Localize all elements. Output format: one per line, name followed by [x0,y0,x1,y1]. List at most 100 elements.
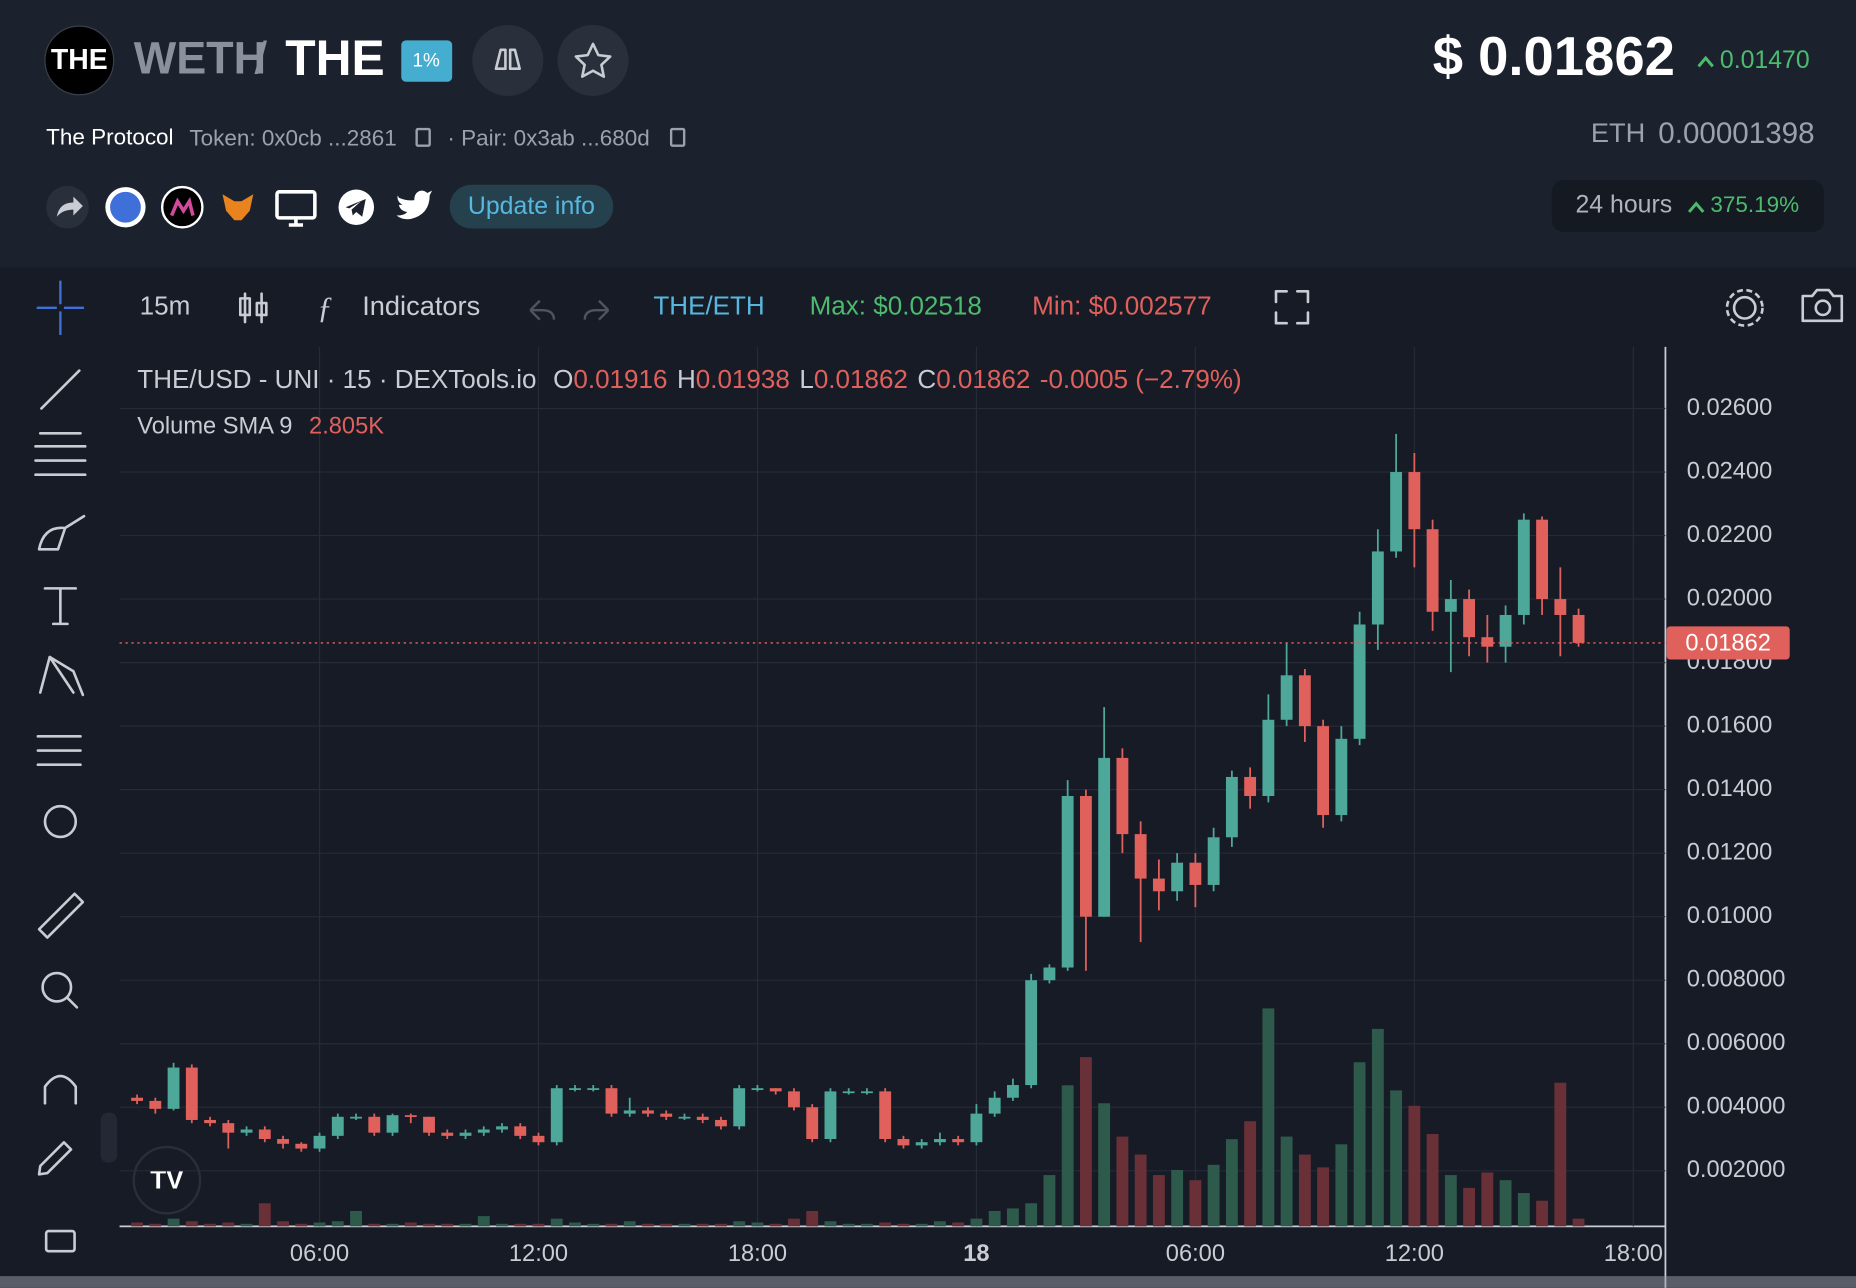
fx-icon[interactable]: ƒ [317,290,332,324]
twitter-icon[interactable] [396,190,433,220]
candle-body [1025,980,1038,1086]
copy-icon[interactable] [669,127,686,147]
volume-bar [1225,1139,1238,1227]
fib-tool[interactable] [34,432,87,477]
y-tick-label: 0.02600 [1687,395,1773,421]
candle-body [1317,726,1330,816]
period-box[interactable] [1551,180,1825,233]
fullscreen-icon[interactable] [1274,289,1310,325]
trend-line-tool[interactable] [40,369,81,410]
crosshair-tool[interactable] [36,280,85,336]
price-change: 0.01470 [1720,47,1810,74]
screenshot-icon[interactable] [1801,288,1844,323]
volume-bar [1572,1218,1585,1227]
candle-body [295,1143,308,1149]
update-info-text: Update info [468,193,595,220]
ruler-tool[interactable] [37,892,85,939]
volume-bar [715,1223,727,1227]
volume-bar [1481,1172,1494,1227]
settings-gear [1725,288,1764,327]
candle-body [1426,529,1439,612]
text-tool[interactable] [43,587,78,626]
zoom-tool[interactable] [41,971,73,1003]
metamask-icon[interactable] [222,194,254,221]
volume-bar [788,1218,800,1227]
chart-type-icon[interactable] [238,292,268,324]
candle-body [204,1119,216,1124]
candle-body [934,1139,946,1143]
base-symbol: WETH [134,33,266,84]
pattern-tool[interactable] [38,655,85,697]
legend-symbol: THE/USD - UNI · 15 · DEXTools.io [137,364,536,394]
volume-bar [1444,1175,1457,1227]
prediction-tool[interactable] [36,735,82,767]
favorite-button[interactable] [557,24,629,96]
legend-low: 0.01862 [814,364,908,394]
binoculars-button[interactable] [472,24,544,96]
copy-icon[interactable] [415,127,431,147]
volume-bar [423,1223,435,1227]
collapse-button[interactable] [100,1112,118,1163]
emoji-tool[interactable] [43,804,78,839]
candle-body [587,1088,600,1090]
volume-bar [1408,1105,1421,1227]
volume-bar [1298,1154,1311,1227]
candle-body [1061,796,1074,968]
volume-bar [295,1223,308,1227]
volume-bar [185,1221,198,1227]
volume-bar [934,1221,946,1227]
volume-bar [751,1222,764,1227]
max-price: Max: $0.02518 [810,291,982,321]
candle-body [897,1139,910,1146]
volume-bar [842,1223,855,1227]
candle-body [1280,675,1293,720]
candle-body [1353,624,1366,739]
volume-bar [477,1216,490,1227]
y-tick-label: 0.02400 [1687,458,1773,484]
screenshot-lens [1814,299,1832,317]
indicators[interactable]: Indicators [362,290,480,321]
interval[interactable]: 15m [140,291,191,321]
candle-body [642,1110,654,1114]
candle-body [1517,519,1530,615]
volume-bar [660,1223,673,1227]
lock-drawing-tool[interactable] [37,1141,73,1176]
unlock-tool[interactable] [44,1229,76,1253]
candle-body [623,1110,636,1114]
undo-icon[interactable] [529,299,556,321]
volume-bar [404,1222,417,1227]
y-tick-label: 0.02000 [1687,585,1773,611]
star-icon [574,42,612,78]
volume-bar [1244,1121,1257,1227]
volume-bar [733,1221,746,1227]
pair-label[interactable]: THE/ETH [653,291,764,321]
candle-body [1116,757,1129,835]
volume-bar [1554,1082,1567,1227]
brush-tool[interactable] [37,514,86,551]
volume-bar [1499,1180,1512,1227]
update-info-button[interactable] [449,184,614,229]
volume-bar [222,1222,235,1227]
x-tick-label: 18:00 [728,1241,787,1267]
volume-bar [970,1218,983,1227]
settings-icon[interactable] [1732,295,1757,320]
candle-body [569,1088,581,1090]
candle-body [1408,472,1421,530]
magnet-tool[interactable] [43,1074,78,1105]
volume-bar [496,1223,508,1227]
volume-bar [459,1223,472,1227]
candle-body [1207,837,1220,885]
candle-body [879,1091,892,1140]
candle-body [532,1135,545,1143]
price: $ 0.01862 [1433,26,1675,87]
candle-body [550,1088,563,1143]
candle-body [331,1116,344,1136]
binoculars-icon [494,48,521,71]
eth-price: 0.00001398 [1658,117,1814,150]
redo-icon[interactable] [583,299,610,321]
tv-logo[interactable] [132,1145,202,1215]
x-tick-label: 06:00 [290,1241,349,1267]
volume-bar [1116,1136,1129,1227]
volume-bar [1006,1208,1019,1227]
